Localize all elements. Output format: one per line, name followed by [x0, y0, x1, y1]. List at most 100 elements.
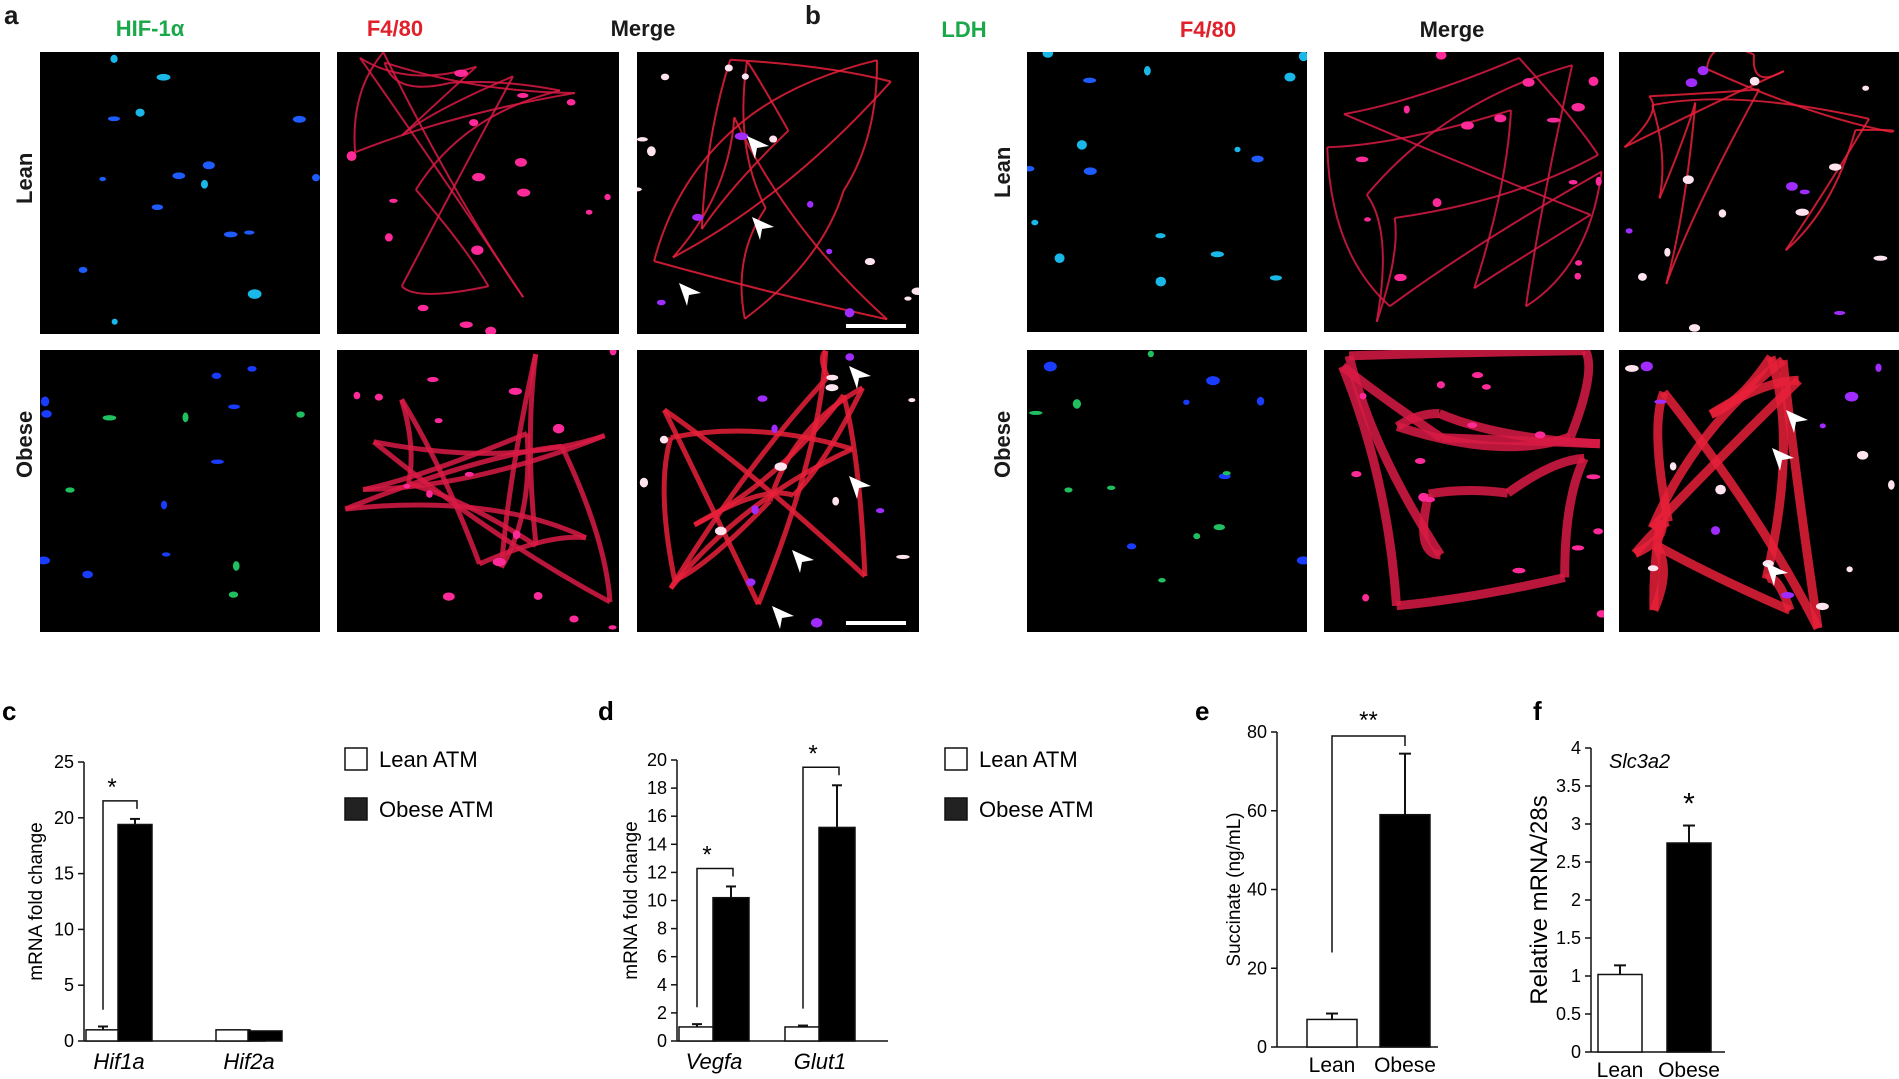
bar-obese-atm: [247, 1030, 283, 1042]
legend-label: Obese ATM: [979, 797, 1094, 822]
cell-nucleus: [403, 483, 411, 489]
panel-b-col-label-3: Merge: [1419, 17, 1485, 42]
cell-nucleus: [832, 496, 840, 506]
x-tick-label: Lean: [1309, 1054, 1356, 1077]
membrane-stain: [1658, 102, 1697, 199]
cell-nucleus: [1193, 533, 1201, 540]
significance-bracket: [696, 867, 734, 1008]
cell-nucleus: [202, 161, 215, 170]
y-tick-label: 3.5: [1556, 776, 1581, 796]
legend-label: Lean ATM: [379, 747, 478, 772]
panel-a-col-label-2: F4/80: [366, 16, 424, 41]
membrane-stain: [363, 433, 606, 493]
bar-obese-atm: [818, 826, 856, 1042]
membrane-stain: [1652, 98, 1870, 120]
cell-nucleus: [1715, 484, 1726, 495]
legend-label: Lean ATM: [979, 747, 1078, 772]
membrane-stain: [1473, 213, 1592, 290]
cell-nucleus: [864, 257, 876, 266]
panel-b-lean-f480: [1324, 52, 1604, 332]
significance-label: **: [1359, 707, 1378, 734]
cell-nucleus: [1424, 496, 1436, 503]
membrane-stain: [400, 75, 514, 287]
cell-nucleus: [442, 592, 455, 601]
x-tick-label: Hif1a: [93, 1049, 144, 1074]
membrane-stain: [1665, 88, 1761, 285]
membrane-stain: [746, 60, 790, 132]
cell-nucleus: [1829, 163, 1842, 171]
cell-nucleus: [1654, 399, 1667, 404]
cell-nucleus: [1571, 545, 1585, 551]
cell-nucleus: [65, 487, 75, 493]
cell-nucleus: [389, 198, 398, 203]
arrowhead-icon: [752, 217, 774, 240]
bar-obese: [1666, 842, 1712, 1053]
cell-nucleus: [1083, 77, 1097, 84]
y-tick-label: 4: [657, 975, 667, 995]
membrane-stain: [672, 117, 736, 259]
cell-nucleus: [102, 415, 117, 421]
y-tick-label: 20: [647, 750, 667, 770]
panel-letter-e: e: [1195, 696, 1209, 726]
cell-nucleus: [1436, 381, 1446, 389]
y-tick-label: 0: [64, 1031, 74, 1051]
cell-nucleus: [826, 374, 839, 381]
cell-nucleus: [569, 615, 579, 623]
cell-nucleus: [1054, 253, 1065, 264]
y-tick-label: 20: [1247, 958, 1267, 978]
membrane-stain: [1394, 153, 1599, 219]
cell-nucleus: [41, 410, 52, 418]
cell-nucleus: [223, 231, 238, 238]
arrowhead-icon: [772, 606, 794, 629]
y-tick-label: 2.5: [1556, 852, 1581, 872]
cell-nucleus: [1355, 156, 1369, 163]
significance-label: *: [107, 774, 116, 801]
cell-nucleus: [908, 398, 916, 403]
cell-nucleus: [1718, 209, 1727, 218]
cell-nucleus: [1815, 602, 1829, 611]
cell-nucleus: [1251, 155, 1264, 163]
cell-nucleus: [1362, 594, 1370, 602]
y-tick-label: 16: [647, 806, 667, 826]
membrane-stain: [345, 502, 588, 541]
y-tick-label: 0: [1571, 1042, 1581, 1062]
cell-nucleus: [1846, 566, 1853, 573]
cell-nucleus: [1682, 175, 1694, 185]
cell-nucleus: [845, 353, 855, 361]
panel-a-lean-f480: [337, 52, 619, 334]
cell-nucleus: [1888, 480, 1895, 490]
membrane-stain: [1525, 171, 1603, 308]
x-tick-label: Vegfa: [686, 1049, 743, 1074]
cell-nucleus: [1749, 76, 1760, 86]
cell-nucleus: [1126, 543, 1137, 550]
cell-nucleus: [1596, 610, 1604, 618]
panel-b-row-label-lean: Lean: [990, 146, 1015, 198]
panel-a-obese-f480: [337, 350, 619, 632]
y-axis-label: Relative mRNA/28s: [1526, 795, 1553, 1004]
cell-nucleus: [1460, 121, 1474, 130]
cell-nucleus: [1210, 251, 1224, 258]
cell-nucleus: [1795, 208, 1809, 216]
arrowhead-icon: [792, 550, 814, 573]
cell-nucleus: [1364, 217, 1371, 222]
cell-nucleus: [1351, 470, 1362, 478]
membrane-stain: [672, 80, 892, 259]
panel-b-row-label-obese: Obese: [990, 410, 1015, 478]
cell-nucleus: [604, 193, 611, 201]
cell-nucleus: [1786, 181, 1798, 191]
cell-nucleus: [1799, 189, 1810, 195]
cell-nucleus: [1844, 391, 1859, 402]
cell-nucleus: [1147, 350, 1154, 358]
membrane-stain: [559, 445, 613, 603]
cell-nucleus: [1298, 52, 1307, 62]
cell-nucleus: [211, 372, 222, 379]
membrane-stain: [498, 353, 539, 568]
cell-nucleus: [40, 556, 51, 565]
y-tick-label: 0: [657, 1031, 667, 1051]
cell-nucleus: [1414, 457, 1426, 464]
membrane-stain: [1437, 409, 1601, 449]
membrane-stain: [653, 114, 752, 262]
panel-b-obese-f480: [1324, 350, 1604, 632]
cell-nucleus: [757, 395, 768, 402]
